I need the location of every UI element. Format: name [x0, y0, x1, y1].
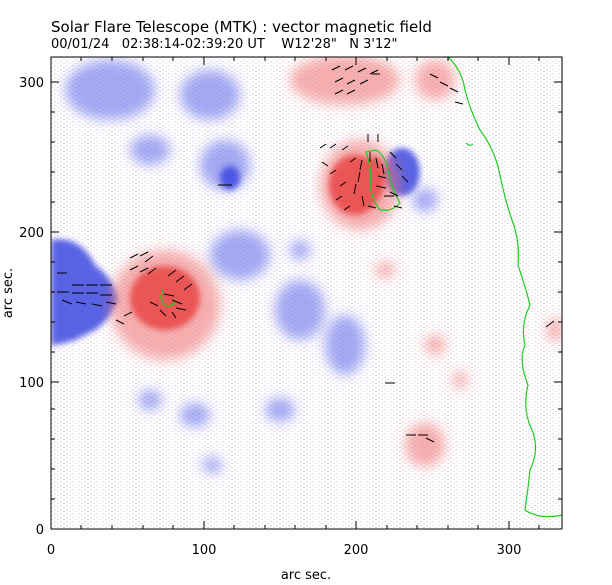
magnetogram-image — [51, 57, 562, 529]
plot-title: Solar Flare Telescope (MTK) : vector mag… — [51, 18, 432, 36]
y-tick-label: 100 — [19, 376, 44, 391]
x-tick-label: 200 — [344, 543, 369, 558]
y-axis-tick-labels: 0 100 200 300 — [19, 76, 44, 538]
x-axis-ticks — [50, 57, 540, 529]
negative-polarity-regions — [65, 60, 437, 473]
x-tick-label: 100 — [192, 543, 217, 558]
subtitle-longitude: W12'28" — [281, 37, 337, 52]
y-tick-label: 0 — [36, 523, 44, 538]
y-tick-label: 300 — [19, 76, 44, 91]
positive-polarity-regions — [110, 57, 562, 467]
subtitle-time: 02:38:14-02:39:20 UT — [121, 37, 265, 52]
neutral-lines — [160, 57, 562, 518]
x-tick-label: 300 — [497, 543, 522, 558]
y-axis-label: arc sec. — [1, 268, 16, 318]
x-axis-tick-labels: 0 100 200 300 — [47, 543, 522, 558]
plot-frame — [50, 56, 563, 530]
transverse-field-vectors — [57, 65, 555, 443]
plot-subtitle: 00/01/24 02:38:14-02:39:20 UT W12'28" N … — [51, 37, 398, 52]
strong-positive-regions — [130, 155, 385, 330]
x-tick-label: 0 — [47, 543, 55, 558]
x-axis-label: arc sec. — [281, 568, 331, 583]
subtitle-latitude: N 3'12" — [349, 37, 398, 52]
y-tick-label: 200 — [19, 226, 44, 241]
y-axis-ticks — [51, 81, 562, 530]
subtitle-date: 00/01/24 — [51, 37, 110, 52]
